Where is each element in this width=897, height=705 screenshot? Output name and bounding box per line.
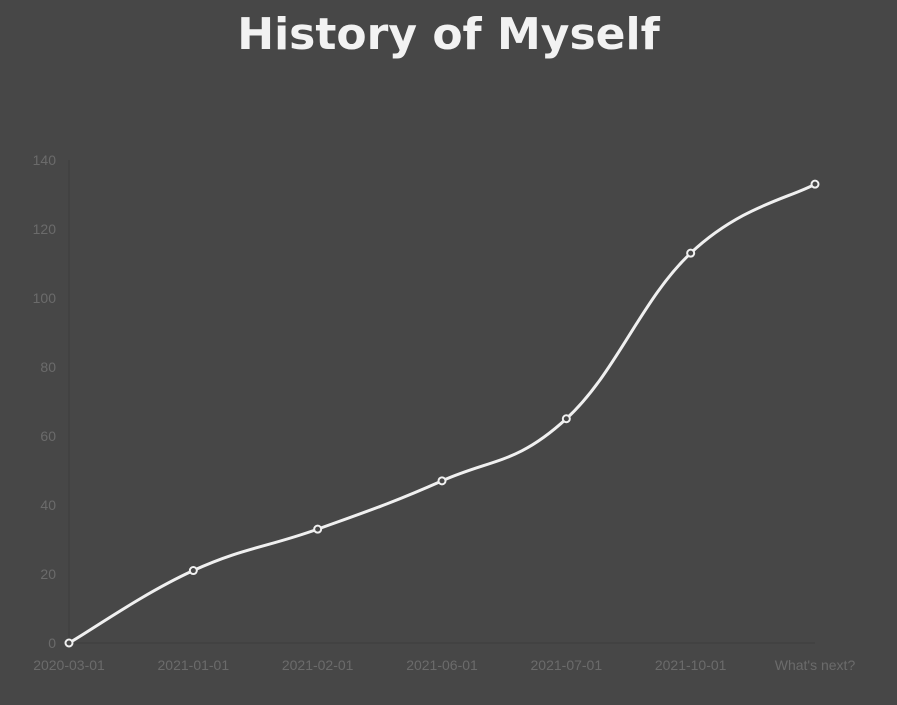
data-point[interactable] — [561, 414, 571, 424]
y-tick-label: 60 — [40, 428, 56, 444]
y-tick-label: 140 — [33, 152, 57, 168]
y-tick-label: 80 — [40, 359, 56, 375]
data-point[interactable] — [437, 476, 447, 486]
x-tick-label: 2021-07-01 — [531, 657, 603, 673]
series-line — [67, 182, 817, 645]
chart-title: History of Myself — [237, 9, 660, 60]
x-tick-label: What's next? — [775, 657, 856, 673]
y-tick-label: 40 — [40, 497, 56, 513]
data-point[interactable] — [810, 179, 820, 189]
y-tick-label: 120 — [33, 221, 57, 237]
y-axis: 0 20 40 60 80 100 120 140 — [33, 152, 70, 651]
y-tick-label: 100 — [33, 290, 57, 306]
x-tick-label: 2021-02-01 — [282, 657, 354, 673]
x-tick-label: 2021-06-01 — [406, 657, 478, 673]
data-point[interactable] — [686, 248, 696, 258]
data-point[interactable] — [313, 524, 323, 534]
series-group — [64, 179, 820, 648]
y-tick-label: 0 — [48, 635, 56, 651]
data-point[interactable] — [188, 566, 198, 576]
y-tick-label: 20 — [40, 566, 56, 582]
x-tick-label: 2021-10-01 — [655, 657, 727, 673]
x-axis: 2020-03-01 2021-01-01 2021-02-01 2021-06-01… — [33, 642, 856, 673]
x-tick-label: 2020-03-01 — [33, 657, 105, 673]
data-point[interactable] — [64, 638, 74, 648]
x-tick-label: 2021-01-01 — [158, 657, 230, 673]
